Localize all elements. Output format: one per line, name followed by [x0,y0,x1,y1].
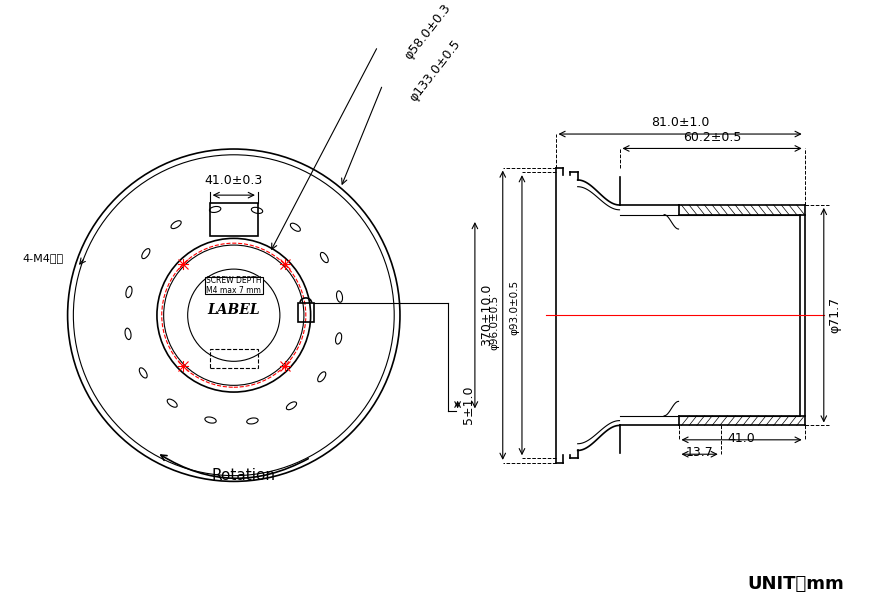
Text: 60.2±0.5: 60.2±0.5 [683,131,741,143]
Text: φ96.0±0.5: φ96.0±0.5 [490,295,500,351]
Text: UNIT：mm: UNIT：mm [748,575,844,593]
Text: SCREW DEPTH
M4 max 7 mm: SCREW DEPTH M4 max 7 mm [206,276,262,295]
Text: 5±1.0: 5±1.0 [462,386,476,424]
Text: 370±10.0: 370±10.0 [479,284,493,346]
Text: φ133.0±0.5: φ133.0±0.5 [407,37,463,104]
Text: 81.0±1.0: 81.0±1.0 [650,116,710,129]
Text: φ58.0±0.3: φ58.0±0.3 [402,1,453,62]
Text: φ71.7: φ71.7 [829,297,841,333]
Bar [298,303,314,322]
Text: 4-M4均布: 4-M4均布 [22,253,64,262]
Text: φ93.0±0.5: φ93.0±0.5 [509,280,519,335]
Text: 13.7: 13.7 [685,446,713,459]
Text: Rotation: Rotation [211,468,275,483]
Text: 41.0: 41.0 [728,432,755,444]
Text: LABEL: LABEL [208,303,260,318]
Text: 41.0±0.3: 41.0±0.3 [204,175,263,188]
Bar [210,203,258,237]
Bar [210,349,258,368]
Bar [205,277,263,294]
